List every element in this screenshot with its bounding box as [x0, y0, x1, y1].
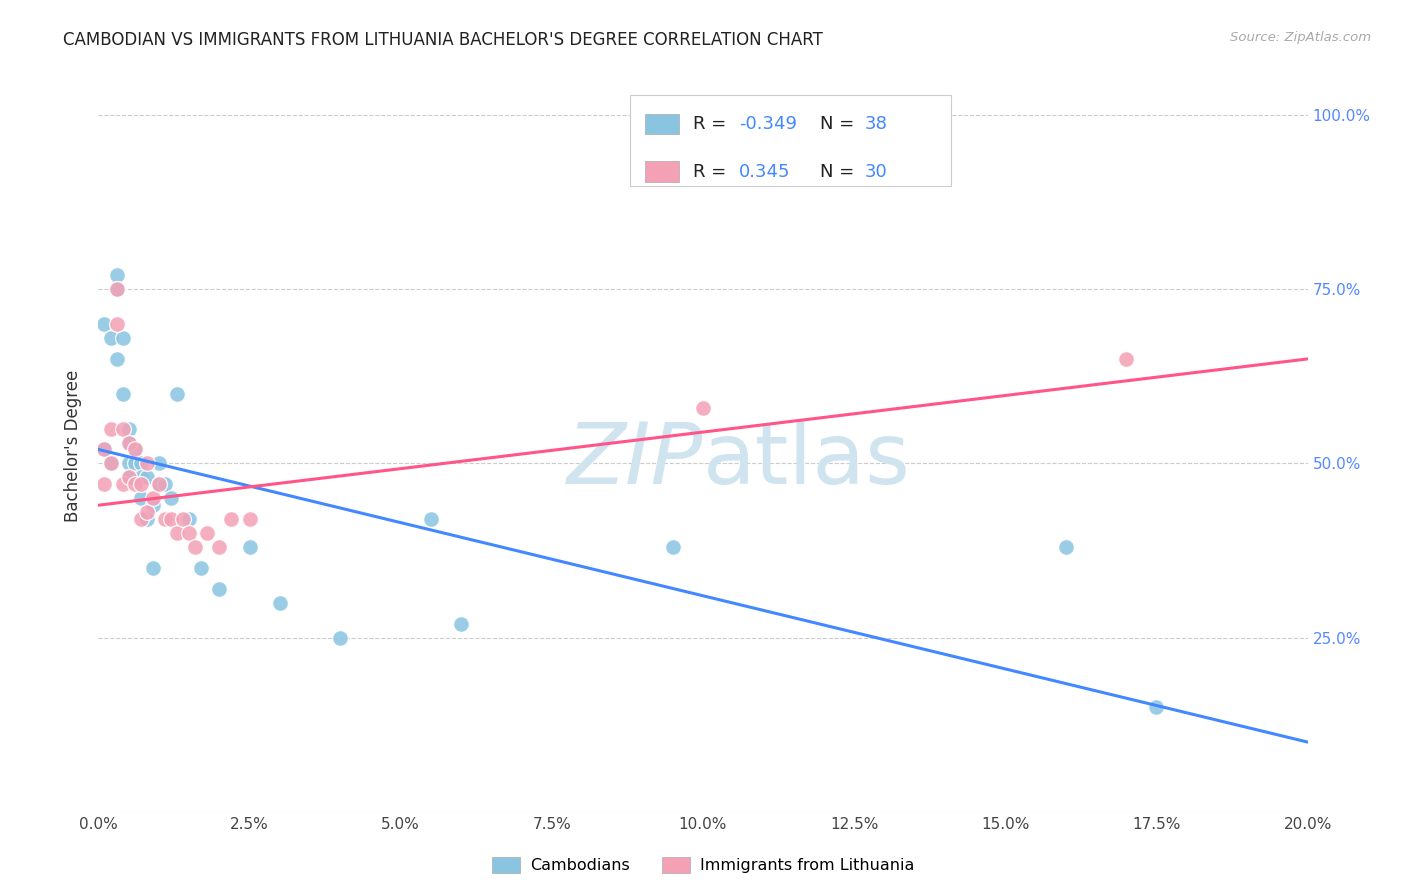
Point — [153, 512, 176, 526]
Point — [100, 457, 122, 471]
Point — [105, 282, 128, 296]
Text: 0.345: 0.345 — [740, 162, 790, 181]
Point — [105, 268, 128, 283]
Point — [148, 457, 170, 471]
Y-axis label: Bachelor's Degree: Bachelor's Degree — [65, 370, 83, 522]
Point — [160, 491, 183, 506]
Point — [105, 351, 128, 366]
Point — [195, 526, 218, 541]
Point — [93, 442, 115, 457]
Point — [111, 421, 134, 435]
Point — [118, 457, 141, 471]
Legend: Cambodians, Immigrants from Lithuania: Cambodians, Immigrants from Lithuania — [485, 850, 921, 880]
Point — [142, 491, 165, 506]
FancyBboxPatch shape — [645, 114, 679, 135]
Point — [105, 317, 128, 331]
Point — [239, 540, 262, 554]
Point — [221, 512, 243, 526]
Text: 38: 38 — [865, 115, 889, 133]
Point — [93, 442, 115, 457]
Point — [129, 457, 152, 471]
Point — [420, 512, 443, 526]
Point — [450, 616, 472, 631]
Point — [1054, 540, 1077, 554]
Point — [166, 526, 188, 541]
Point — [329, 631, 352, 645]
Point — [118, 435, 141, 450]
Point — [135, 457, 157, 471]
Point — [239, 512, 262, 526]
Point — [105, 282, 128, 296]
Point — [129, 477, 152, 491]
Text: N =: N = — [820, 115, 860, 133]
Text: -0.349: -0.349 — [740, 115, 797, 133]
Point — [118, 470, 141, 484]
Point — [142, 498, 165, 512]
Text: 30: 30 — [865, 162, 887, 181]
Point — [179, 526, 201, 541]
Point — [1115, 351, 1137, 366]
Point — [111, 386, 134, 401]
Point — [100, 457, 122, 471]
Point — [118, 421, 141, 435]
Point — [269, 596, 291, 610]
Point — [208, 540, 231, 554]
Point — [135, 512, 157, 526]
Point — [100, 421, 122, 435]
Point — [166, 386, 188, 401]
Point — [1144, 700, 1167, 714]
Text: Source: ZipAtlas.com: Source: ZipAtlas.com — [1230, 31, 1371, 45]
Point — [129, 470, 152, 484]
Point — [148, 477, 170, 491]
Text: N =: N = — [820, 162, 860, 181]
Point — [100, 331, 122, 345]
Point — [184, 540, 207, 554]
Point — [118, 470, 141, 484]
Point — [135, 505, 157, 519]
Point — [208, 582, 231, 596]
Point — [111, 331, 134, 345]
Point — [692, 401, 714, 415]
Point — [172, 512, 194, 526]
Point — [153, 477, 176, 491]
Point — [111, 477, 134, 491]
Point — [93, 477, 115, 491]
Point — [135, 470, 157, 484]
Point — [93, 317, 115, 331]
FancyBboxPatch shape — [645, 161, 679, 182]
Text: R =: R = — [693, 115, 733, 133]
Text: CAMBODIAN VS IMMIGRANTS FROM LITHUANIA BACHELOR'S DEGREE CORRELATION CHART: CAMBODIAN VS IMMIGRANTS FROM LITHUANIA B… — [63, 31, 823, 49]
Point — [124, 477, 146, 491]
Point — [160, 512, 183, 526]
Point — [661, 540, 683, 554]
Point — [148, 477, 170, 491]
Text: R =: R = — [693, 162, 733, 181]
Point — [124, 457, 146, 471]
Point — [124, 442, 146, 457]
Point — [142, 561, 165, 575]
Text: atlas: atlas — [703, 419, 911, 502]
Point — [124, 442, 146, 457]
Point — [179, 512, 201, 526]
Point — [129, 512, 152, 526]
Text: ZIP: ZIP — [567, 419, 703, 502]
FancyBboxPatch shape — [630, 95, 950, 186]
Point — [190, 561, 212, 575]
Point — [129, 491, 152, 506]
Point — [118, 435, 141, 450]
